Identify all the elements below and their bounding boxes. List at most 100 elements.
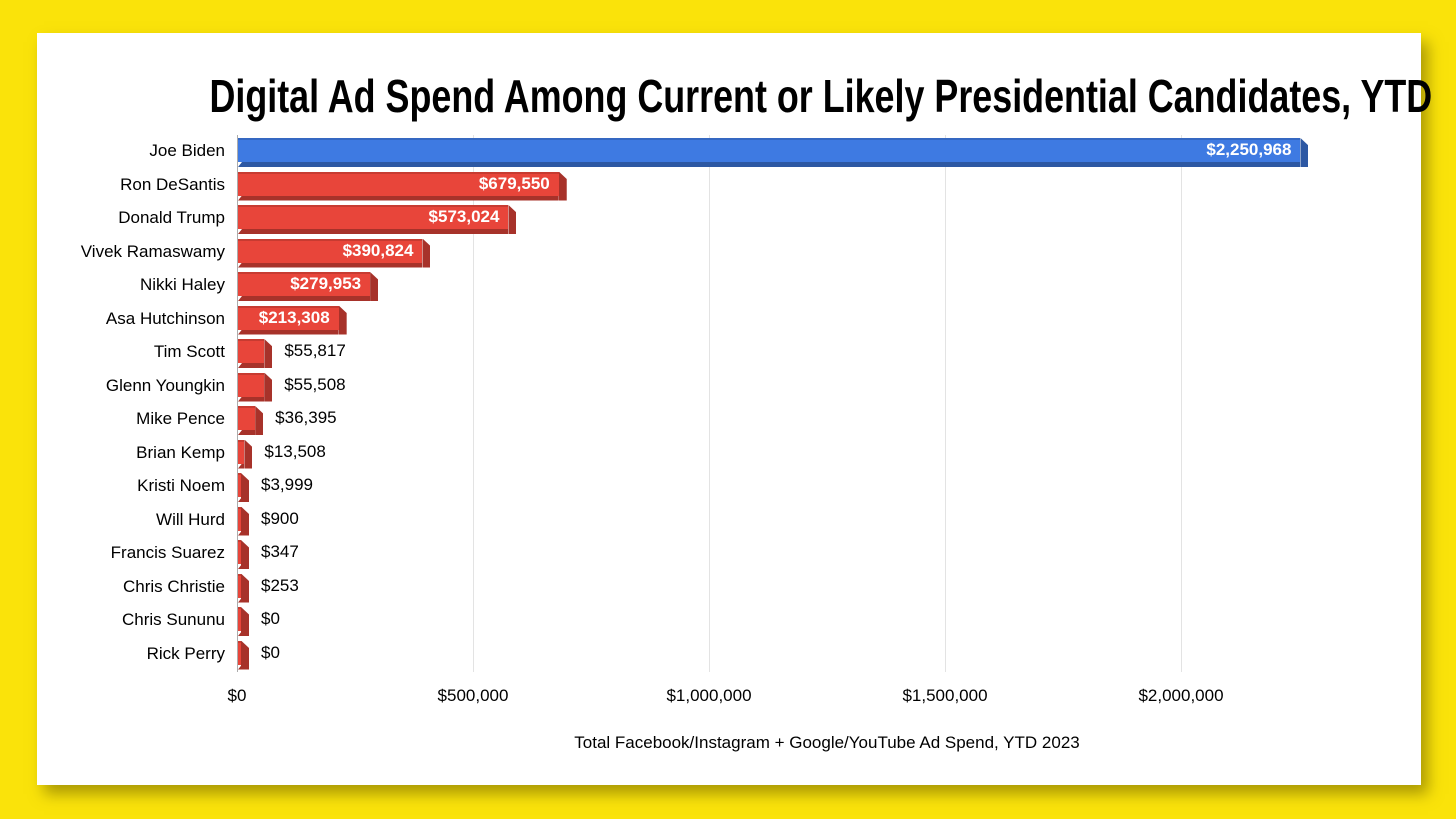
bar: $279,953 <box>238 272 379 301</box>
bar <box>238 640 249 670</box>
bar-end-bevel <box>1300 138 1309 167</box>
bar-bottom-bevel <box>238 664 241 670</box>
bar-end-bevel <box>241 573 249 603</box>
candidate-label: Tim Scott <box>153 342 225 361</box>
candidate-label: Chris Christie <box>122 576 225 596</box>
value-label: $55,508 <box>284 374 346 394</box>
candidate-label: Will Hurd <box>156 509 225 529</box>
candidate-label: Brian Kemp <box>136 442 225 462</box>
value-label: $55,817 <box>284 341 346 360</box>
bar-row: Vivek Ramaswamy $390,824 <box>81 236 1417 269</box>
bar-row: Chris Sununu $0 <box>122 604 1417 637</box>
candidate-label: Kristi Noem <box>137 476 225 495</box>
chart-title-text: Digital Ad Spend Among Current or Likely… <box>209 70 1433 122</box>
bar-row: Glenn Youngkin $55,508 <box>106 370 1417 403</box>
bar-row: Brian Kemp $13,508 <box>136 437 1417 470</box>
bar <box>238 573 249 603</box>
bar-end-bevel <box>508 205 517 234</box>
chart-card: Digital Ad Spend Among Current or Likely… <box>37 33 1432 785</box>
value-label: $390,824 <box>342 240 414 260</box>
bar-end-bevel <box>241 607 249 636</box>
bar <box>238 339 273 368</box>
candidate-label: Francis Suarez <box>110 543 225 562</box>
bar-row: Nikki Haley $279,953 <box>140 269 1417 302</box>
bar-bottom-bevel <box>238 195 559 201</box>
candidate-label: Joe Biden <box>149 141 225 160</box>
bar-bottom-bevel <box>238 229 509 234</box>
candidate-label: Donald Trump <box>118 208 225 227</box>
bar <box>238 439 253 469</box>
bar-end-bevel <box>255 406 264 435</box>
bar-row: Ron DeSantis $679,550 <box>120 169 1417 202</box>
value-label: $0 <box>261 609 280 628</box>
value-label: $679,550 <box>478 173 550 193</box>
bar-end-bevel <box>422 238 431 268</box>
gridline <box>945 135 946 672</box>
bar-end-bevel <box>558 171 567 201</box>
bar-bottom-bevel <box>238 262 423 268</box>
bar-row: Mike Pence $36,395 <box>136 403 1417 436</box>
bar-bottom-bevel <box>238 396 265 402</box>
bar-row: Donald Trump $573,024 <box>118 202 1417 235</box>
value-label: $0 <box>261 642 280 662</box>
bar-bottom-bevel <box>238 631 241 636</box>
value-label: $36,395 <box>275 408 337 427</box>
bar-bottom-bevel <box>238 564 241 569</box>
bar-row: Francis Suarez $347 <box>111 537 1417 570</box>
value-label: $2,250,968 <box>1206 140 1292 159</box>
bar-end-bevel <box>338 305 347 335</box>
bar-end-bevel <box>264 372 273 402</box>
x-tick-label: $500,000 <box>437 686 509 705</box>
bar <box>238 406 264 435</box>
bar <box>238 473 249 502</box>
bar: $213,308 <box>238 305 347 335</box>
bar-row: Chris Christie $253 <box>123 571 1417 604</box>
bar: $679,550 <box>238 171 567 201</box>
value-label: $13,508 <box>264 441 326 461</box>
value-label: $573,024 <box>428 207 500 226</box>
bar-bottom-bevel <box>238 296 371 301</box>
candidate-label: Glenn Youngkin <box>105 375 225 395</box>
chart-title: Digital Ad Spend Among Current or Likely… <box>37 69 1432 123</box>
bar-end-bevel <box>370 272 379 301</box>
bar: $390,824 <box>238 238 431 268</box>
bar: $573,024 <box>238 205 517 234</box>
bar <box>238 372 273 402</box>
bar-row: Will Hurd $900 <box>156 504 1417 537</box>
plot-area: Joe Biden $2,250,968 Ron DeSantis $679,550 D… <box>81 135 1417 705</box>
candidate-label: Rick Perry <box>146 643 225 663</box>
x-tick-label: $2,000,000 <box>1138 686 1224 705</box>
bar-end-bevel <box>241 473 249 502</box>
bar <box>238 540 249 569</box>
value-label: $253 <box>261 575 299 595</box>
gridline <box>709 135 710 672</box>
bar-row: Tim Scott $55,817 <box>154 336 1417 369</box>
bar-row: Joe Biden $2,250,968 <box>149 135 1417 168</box>
value-label: $3,999 <box>261 475 313 494</box>
bar-bottom-bevel <box>238 530 241 536</box>
bar-end-bevel <box>241 540 249 569</box>
bar-bottom-bevel <box>238 497 241 502</box>
value-label: $347 <box>261 542 299 561</box>
gridline <box>473 135 474 672</box>
candidate-label: Ron DeSantis <box>120 174 225 194</box>
bar-bottom-bevel <box>238 329 339 335</box>
bar-bottom-bevel <box>238 463 245 469</box>
value-label: $900 <box>261 508 299 528</box>
bar: $2,250,968 <box>238 138 1309 167</box>
candidate-label: Vivek Ramaswamy <box>80 241 225 261</box>
bar-bottom-bevel <box>238 430 256 435</box>
candidate-label: Nikki Haley <box>139 275 225 294</box>
candidate-label: Asa Hutchinson <box>105 308 225 328</box>
value-label: $279,953 <box>290 274 362 293</box>
bar-row: Asa Hutchinson $213,308 <box>106 303 1417 336</box>
bar <box>238 607 249 636</box>
gridline <box>1181 135 1182 672</box>
bar-bottom-bevel <box>238 363 265 368</box>
bar-bottom-bevel <box>238 162 1301 167</box>
x-axis: $0 $500,000 $1,000,000 $1,500,000 $2,000,000 <box>228 672 1417 714</box>
bar <box>238 506 249 536</box>
bar-end-bevel <box>241 506 249 536</box>
candidate-label: Chris Sununu <box>121 610 225 629</box>
